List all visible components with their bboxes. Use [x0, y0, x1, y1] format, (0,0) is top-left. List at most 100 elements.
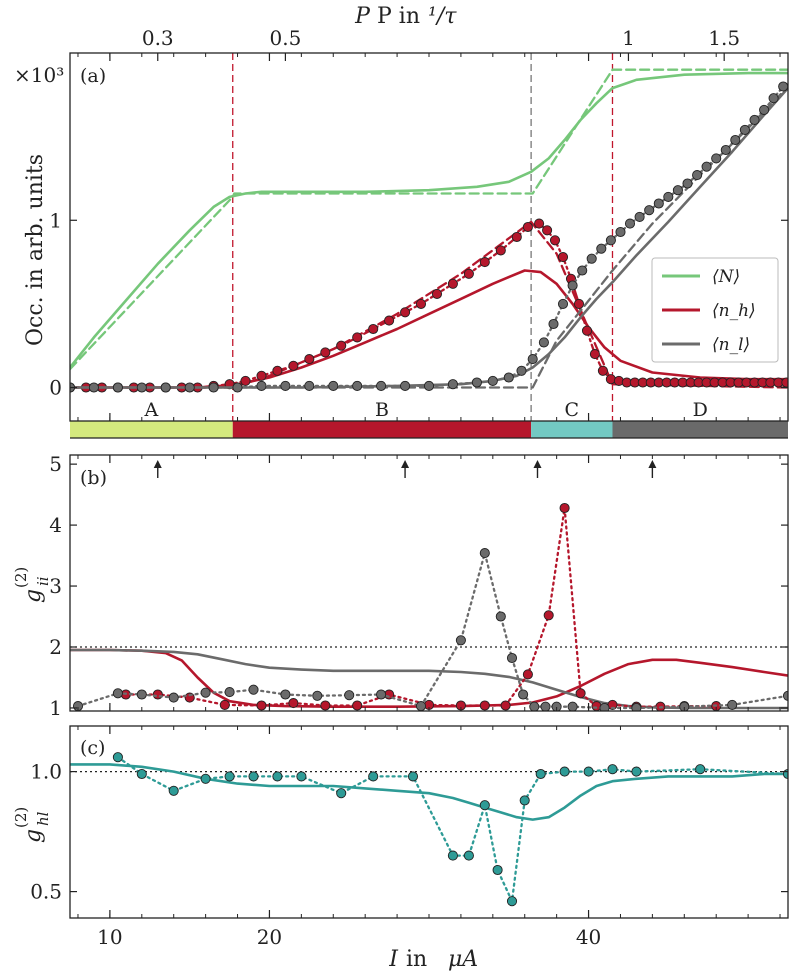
- a-series-7-point: [471, 377, 482, 388]
- a-series-7-point: [256, 380, 267, 391]
- a-series-7-point: [423, 380, 435, 391]
- a-series-4-point: [431, 288, 443, 299]
- c-series-1-point: [224, 771, 235, 782]
- c-series-1-line: [116, 756, 788, 903]
- c-series-1-point: [479, 800, 490, 811]
- a-series-4-point: [240, 375, 251, 386]
- c-series-1-point: [296, 771, 307, 782]
- legend-label-2: ⟨n_l⟩: [712, 335, 750, 355]
- panel-a-series: [70, 68, 788, 393]
- c-series-1-point: [200, 773, 211, 784]
- b-series-2-point: [559, 502, 570, 514]
- a-series-4-point: [479, 257, 490, 268]
- panel-c-ticks: 0.5 1.0 10 20 40: [30, 726, 788, 949]
- c-series-1-point: [368, 771, 379, 782]
- a-series-3-line: [70, 220, 788, 389]
- b-series-3-point: [495, 611, 506, 622]
- panel-b-ylabel-main: g: [21, 589, 46, 603]
- a-series-4-point: [511, 231, 522, 243]
- b-series-3-point: [599, 702, 610, 711]
- region-c: [531, 421, 613, 438]
- panel-b-ylabel: g (2) ii: [12, 567, 52, 603]
- arrow-head-1: [401, 460, 410, 468]
- b-series-2-point: [288, 698, 299, 709]
- b-series-2-point: [575, 688, 586, 699]
- b-series-2-point: [152, 689, 163, 700]
- a-series-4-point: [384, 315, 395, 326]
- top-tick-label: 1: [622, 26, 635, 50]
- a-series-7-point: [768, 93, 779, 104]
- panel-a: A B C D 0 1 0.3 0.5 1 1.5 (a) ×10³ Occ. in arb. …: [14, 4, 789, 439]
- b-series-3-point: [518, 689, 529, 700]
- threshold-lines: [232, 53, 614, 421]
- a-series-7-point: [516, 365, 527, 376]
- b-series-3-point: [376, 689, 387, 700]
- a-series-7-point: [739, 124, 750, 135]
- a-series-7-point: [328, 380, 339, 391]
- c-series-1-point: [463, 850, 474, 861]
- b-series-3-point: [631, 702, 642, 711]
- b-series-3-point: [112, 688, 123, 699]
- a-series-4-point: [304, 354, 315, 365]
- panel-c-ylabel: g (2) hl: [12, 807, 52, 843]
- top-tick-label: 1.5: [708, 26, 740, 50]
- legend: ⟨N⟩ ⟨n_h⟩ ⟨n_l⟩: [651, 257, 779, 363]
- b-series-2-point: [219, 699, 230, 710]
- a-series-4-point: [336, 340, 347, 351]
- a-series-1-line: [70, 68, 788, 371]
- b-series-3-point: [455, 635, 466, 646]
- b-series-3-point: [312, 690, 323, 701]
- panel-b-ylabel-sup: (2): [12, 567, 30, 588]
- b-series-2-point: [320, 700, 331, 711]
- a-series-7-point: [184, 382, 195, 393]
- x-axis-label: I in μA: [388, 947, 478, 972]
- region-label-a: A: [144, 399, 159, 421]
- panel-a-label: (a): [80, 65, 106, 87]
- c-series-1-point: [631, 766, 642, 777]
- svg-text:P P in: P P in: [354, 4, 420, 29]
- a-series-7-point: [208, 382, 219, 393]
- panel-b: 1 2 3 4 5 (b) g (2) ii: [12, 452, 789, 720]
- c-series-1-point: [695, 764, 706, 775]
- a-series-0-line: [70, 71, 788, 369]
- a-series-7-point: [112, 382, 123, 393]
- b-series-3-point: [567, 701, 578, 711]
- a-series-7-point: [527, 354, 538, 365]
- panel-c: 0.5 1.0 10 20 40 (c) g (2) hl I in μA: [12, 725, 789, 972]
- b-series-3-point: [679, 701, 690, 711]
- x-tick-label: 40: [576, 925, 601, 949]
- a-series-7-point: [778, 81, 788, 92]
- c-ytick-label: 1.0: [30, 760, 62, 784]
- a-series-7-point: [692, 170, 703, 181]
- a-series-4-point: [415, 298, 427, 309]
- b-series-3-point: [782, 690, 788, 701]
- b-ytick-label: 3: [49, 574, 62, 598]
- arrow-head-0: [153, 460, 162, 468]
- arrow-head-2: [533, 460, 542, 468]
- a-series-7-point: [605, 235, 616, 246]
- b-series-3-point: [248, 684, 259, 695]
- a-series-7-point: [88, 382, 99, 393]
- c-series-1-point: [248, 771, 259, 782]
- b-series-3-point: [727, 699, 738, 710]
- a-series-4-point: [573, 298, 585, 309]
- a-series-7-point: [711, 153, 722, 164]
- a-series-4-point: [549, 235, 561, 246]
- region-d: [612, 421, 788, 438]
- panel-c-ylabel-sup: (2): [12, 807, 30, 828]
- a-series-4-point: [522, 221, 533, 233]
- c-series-1-point: [272, 771, 283, 782]
- a-series-7-point: [720, 144, 731, 156]
- x-axis-label-mid: in: [406, 947, 427, 972]
- panel-a-ticks: 0 1 0.3 0.5 1 1.5: [49, 26, 788, 421]
- region-bar: A B C D: [70, 399, 788, 439]
- a-series-4-point: [463, 268, 474, 279]
- b-series-3-point: [540, 701, 551, 711]
- a-series-7-point: [160, 382, 171, 393]
- b-ytick-label: 1: [49, 696, 62, 720]
- legend-box: [651, 257, 779, 363]
- a-series-7-point: [487, 375, 498, 386]
- panel-c-ylabel-sub: hl: [34, 811, 52, 826]
- top-axis-label-main: P in: [377, 4, 420, 29]
